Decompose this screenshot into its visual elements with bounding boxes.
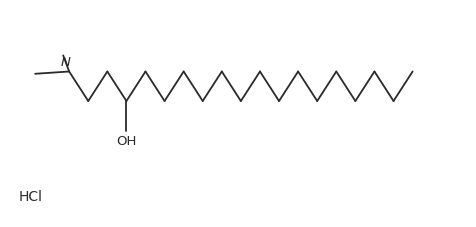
Text: N: N bbox=[60, 56, 70, 69]
Text: HCl: HCl bbox=[19, 190, 43, 205]
Text: OH: OH bbox=[116, 135, 136, 148]
